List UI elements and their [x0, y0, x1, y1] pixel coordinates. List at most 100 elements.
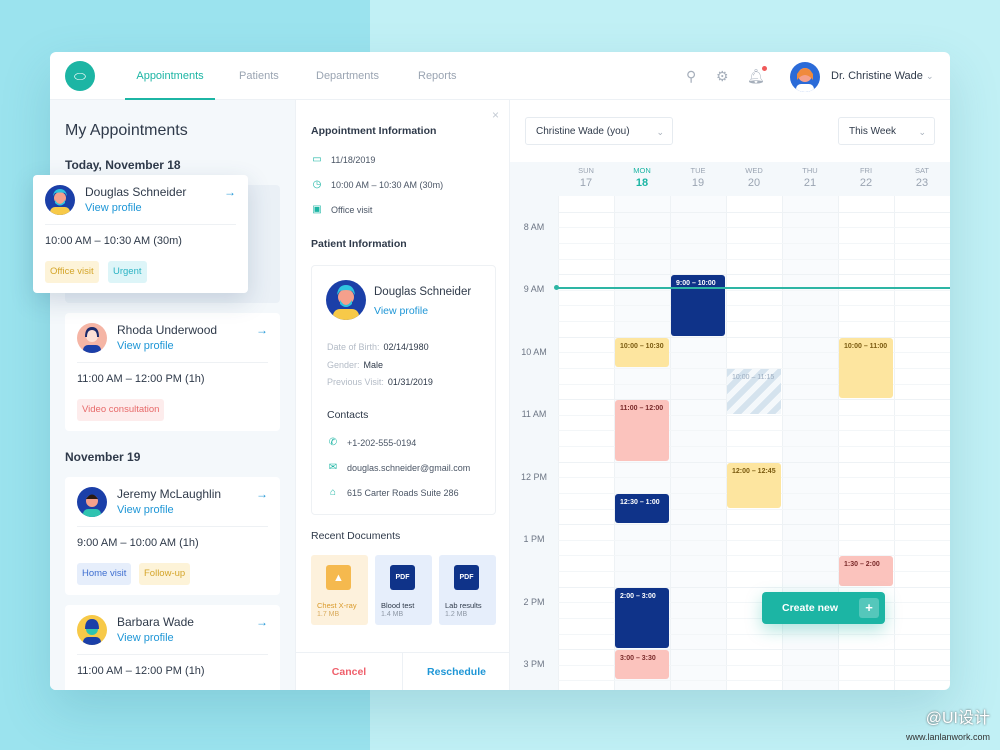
day-name: THU — [802, 166, 818, 175]
section-title: Appointment Information — [311, 125, 437, 137]
day-date: 20 — [747, 177, 761, 189]
document-size: 1.4 MB — [381, 611, 404, 618]
arrow-right-icon[interactable]: → — [224, 185, 236, 199]
day-header[interactable]: SUN 17 — [558, 166, 614, 189]
tab-reports[interactable]: Reports — [418, 70, 457, 82]
view-profile-link[interactable]: View profile — [85, 202, 142, 214]
gear-icon[interactable]: ⚙ — [716, 68, 729, 84]
calendar-icon: ▭ — [312, 154, 322, 165]
day-column[interactable] — [838, 196, 894, 690]
divider — [77, 654, 268, 655]
grid-line — [558, 602, 950, 604]
grid-line — [558, 430, 950, 432]
range-select-value: This Week — [849, 126, 897, 137]
grid-line — [558, 633, 950, 635]
top-nav: ⬭ Appointments Patients Departments Repo… — [50, 52, 950, 100]
divider — [77, 526, 268, 527]
tab-departments[interactable]: Departments — [316, 70, 379, 82]
chevron-down-icon: ⌄ — [925, 71, 934, 81]
home-icon: ⌂ — [329, 487, 337, 498]
list-item[interactable]: Jeremy McLaughlin View profile → 9:00 AM… — [65, 477, 280, 595]
document-item[interactable]: ▲ Chest X-ray 1.7 MB — [311, 555, 368, 625]
list-item[interactable]: Rhoda Underwood View profile → 11:00 AM … — [65, 313, 280, 431]
phone: ✆ +1-202-555-0194 — [327, 437, 417, 448]
reschedule-button[interactable]: Reschedule — [427, 666, 486, 678]
calendar-event[interactable]: 10:00 – 10:30 — [615, 337, 669, 367]
avatar[interactable] — [790, 62, 820, 92]
calendar-event[interactable]: 3:00 – 3:30 — [615, 650, 669, 680]
calendar-event[interactable]: 10:00 – 11:00 — [839, 337, 893, 399]
tab-appointments[interactable]: Appointments — [125, 52, 215, 100]
calendar-event[interactable]: 2:00 – 3:00 — [615, 587, 669, 649]
day-header[interactable]: FRI 22 — [838, 166, 894, 189]
bell-icon[interactable]: 🔔︎ — [747, 66, 767, 84]
day-column[interactable] — [670, 196, 726, 690]
gender-value: Male — [363, 360, 384, 370]
arrow-right-icon[interactable]: → — [256, 487, 268, 501]
patient-card: Douglas Schneider View profile Date of B… — [311, 265, 496, 515]
grid-line — [558, 242, 950, 244]
pdf-icon: PDF — [454, 565, 479, 590]
appointment-time: 11:00 AM – 12:00 PM (1h) — [77, 665, 205, 677]
date-text: 11/18/2019 — [331, 154, 376, 165]
day-date: 19 — [691, 177, 705, 189]
document-size: 1.7 MB — [317, 611, 340, 618]
section-title: Patient Information — [311, 238, 407, 250]
day-name: TUE — [690, 166, 706, 175]
day-header[interactable]: WED 20 — [726, 166, 782, 189]
calendar-event[interactable]: 1:30 – 2:00 — [839, 556, 893, 586]
calendar-event[interactable]: 12:00 – 12:45 — [727, 462, 781, 508]
calendar-event[interactable]: 11:00 – 12:00 — [615, 400, 669, 461]
grid-line — [558, 211, 950, 213]
view-profile-link[interactable]: View profile — [117, 632, 174, 644]
tab-patients[interactable]: Patients — [239, 70, 279, 82]
selected-appointment-card[interactable]: Douglas Schneider View profile → 10:00 A… — [33, 175, 248, 293]
calendar-event[interactable]: 10:00 – 11:15 — [727, 368, 781, 414]
document-item[interactable]: PDF Lab results 1.2 MB — [439, 555, 496, 625]
hour-label: 10 AM — [521, 346, 547, 357]
section-title: Recent Documents — [311, 530, 401, 542]
document-name: Chest X-ray — [317, 601, 357, 610]
create-new-button[interactable]: Create new + — [762, 592, 885, 624]
hour-label: 8 AM — [523, 221, 545, 232]
day-name: SAT — [914, 166, 930, 175]
person-select-value: Christine Wade (you) — [536, 126, 630, 137]
calendar-event[interactable]: 9:00 – 10:00 — [671, 275, 725, 336]
pill-logo-icon[interactable]: ⬭ — [65, 61, 95, 91]
close-icon[interactable]: × — [491, 108, 499, 122]
hour-label: 3 PM — [523, 659, 545, 670]
view-profile-link[interactable]: View profile — [374, 305, 429, 317]
calendar-grid[interactable]: 8 AM 9 AM 10 AM 11 AM 12 PM 1 PM 2 PM 3 PM 9:00 … — [510, 196, 950, 690]
day-column[interactable] — [894, 196, 950, 690]
chevron-down-icon: ⌄ — [656, 127, 664, 137]
day-header[interactable]: MON 18 — [614, 166, 670, 189]
section-title: Contacts — [327, 409, 369, 421]
view-profile-link[interactable]: View profile — [117, 340, 174, 352]
view-profile-link[interactable]: View profile — [117, 504, 174, 516]
day-header[interactable]: THU 21 — [782, 166, 838, 189]
day-header[interactable]: SAT 23 — [894, 166, 950, 189]
grid-line — [558, 446, 950, 447]
document-item[interactable]: PDF Blood test 1.4 MB — [375, 555, 432, 625]
day-column[interactable] — [558, 196, 614, 690]
day-header[interactable]: TUE 19 — [670, 166, 726, 189]
calendar-event[interactable]: 12:30 – 1:00 — [615, 493, 669, 524]
user-name[interactable]: Dr. Christine Wade ⌄ — [831, 70, 934, 82]
day-column[interactable] — [726, 196, 782, 690]
arrow-right-icon[interactable]: → — [256, 323, 268, 337]
grid-line — [558, 586, 950, 588]
chevron-down-icon: ⌄ — [918, 127, 926, 137]
range-select[interactable]: This Week ⌄ — [838, 117, 935, 145]
document-name: Blood test — [381, 601, 415, 610]
cancel-button[interactable]: Cancel — [296, 653, 403, 690]
grid-line — [558, 617, 950, 619]
email: ✉ douglas.schneider@gmail.com — [327, 462, 470, 473]
grid-line — [558, 305, 950, 307]
date-group-label: Today, November 18 — [65, 158, 181, 172]
day-date: 22 — [859, 177, 873, 189]
arrow-right-icon[interactable]: → — [256, 615, 268, 629]
grid-line — [558, 555, 950, 557]
person-select[interactable]: Christine Wade (you) ⌄ — [525, 117, 673, 145]
list-item[interactable]: Barbara Wade View profile → 11:00 AM – 1… — [65, 605, 280, 690]
search-icon[interactable]: ⚲ — [686, 68, 697, 84]
